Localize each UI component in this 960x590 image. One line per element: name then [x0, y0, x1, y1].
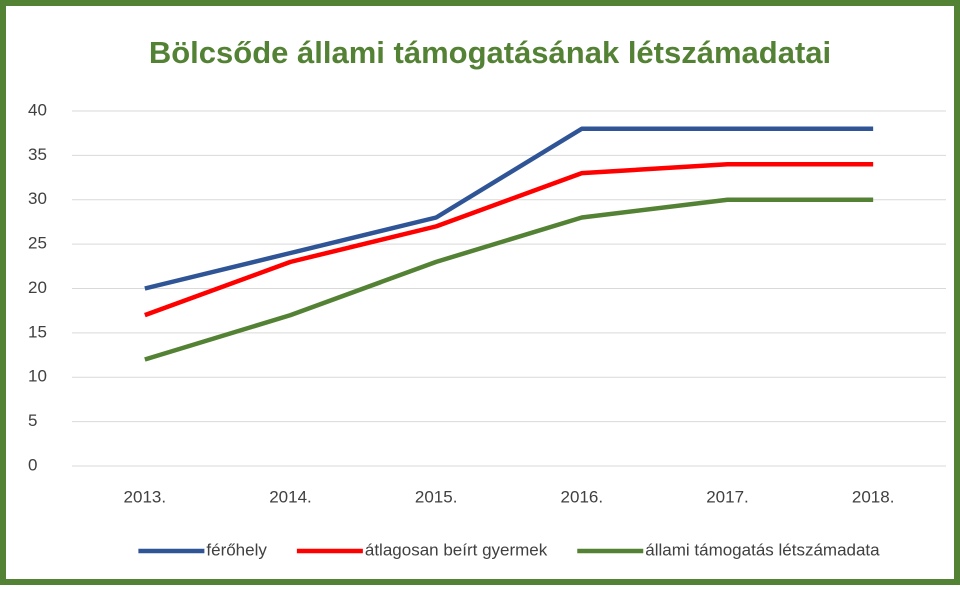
x-tick-label: 2013. [124, 487, 167, 506]
x-tick-label: 2018. [852, 487, 895, 506]
x-tick-label: 2017. [706, 487, 749, 506]
legend-label: férőhely [206, 540, 267, 559]
y-tick-label: 25 [28, 234, 47, 253]
legend-label: átlagosan beírt gyermek [365, 540, 548, 559]
y-tick-label: 35 [28, 145, 47, 164]
x-tick-label: 2015. [415, 487, 458, 506]
legend-label: állami támogatás létszámadata [645, 540, 880, 559]
y-tick-label: 40 [28, 100, 47, 119]
series-line [144, 197, 874, 362]
y-tick-label: 5 [28, 411, 37, 430]
x-tick-label: 2016. [561, 487, 604, 506]
chart-title: Bölcsőde állami támogatásának létszámada… [149, 35, 831, 70]
y-tick-label: 10 [28, 367, 47, 386]
y-tick-label: 0 [28, 455, 37, 474]
y-tick-label: 30 [28, 189, 47, 208]
y-tick-label: 15 [28, 322, 47, 341]
series-line [144, 162, 874, 318]
series-line [144, 126, 874, 291]
y-tick-label: 20 [28, 278, 47, 297]
x-tick-label: 2014. [269, 487, 312, 506]
